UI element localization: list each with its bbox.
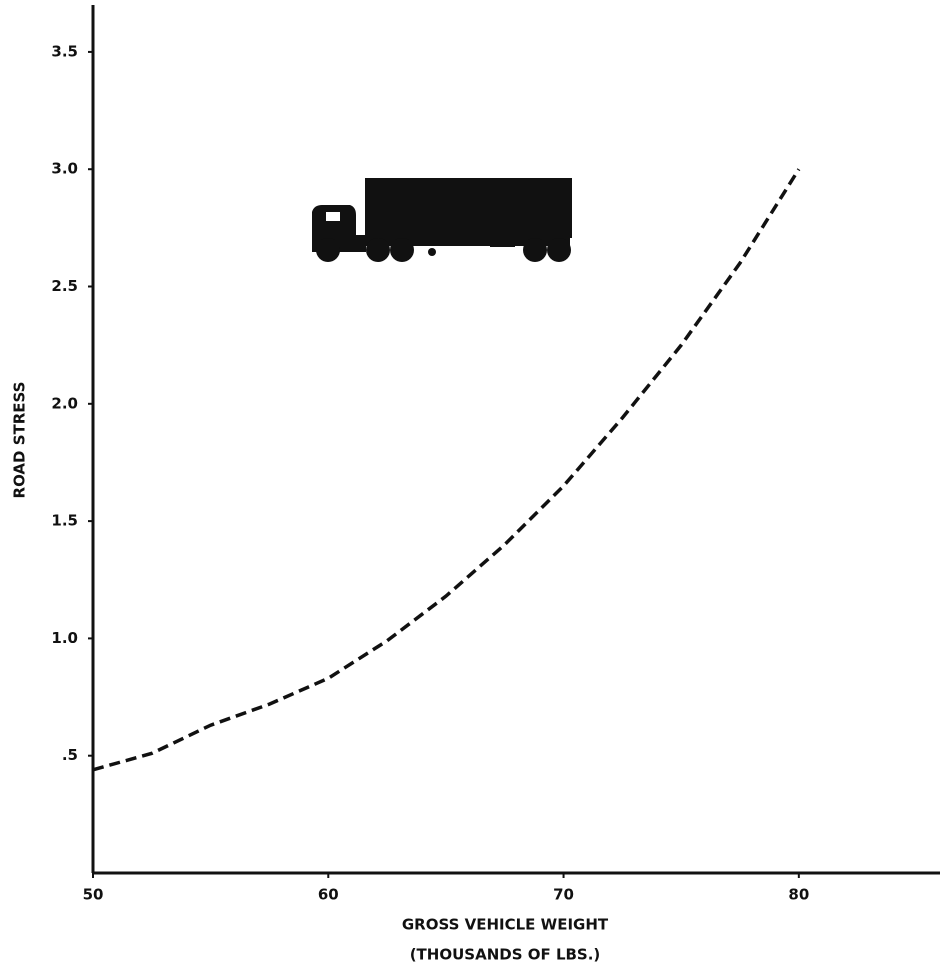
truck-wheel (390, 238, 414, 262)
y-tick-label: 3.0 (51, 160, 78, 178)
y-tick-label: 2.0 (51, 394, 78, 412)
x-tick-label: 80 (788, 886, 809, 904)
truck-window (326, 212, 340, 221)
y-axis-label: ROAD STRESS (11, 382, 29, 499)
x-tick-label: 60 (318, 886, 339, 904)
x-tick-label: 50 (83, 886, 104, 904)
truck-wheel (316, 238, 340, 262)
y-tick-label: 1.0 (51, 629, 78, 647)
truck-wheel (366, 238, 390, 262)
truck-leg (428, 248, 436, 256)
y-tick-label: .5 (62, 746, 78, 764)
x-axis-label: GROSS VEHICLE WEIGHT (402, 916, 609, 934)
truck-icon (312, 178, 572, 262)
x-axis-note: (THOUSANDS OF LBS.) (410, 946, 601, 964)
truck-wheel (523, 238, 547, 262)
data-line (92, 168, 801, 772)
y-tick-label: 1.5 (51, 512, 78, 530)
y-tick-label: 2.5 (51, 277, 78, 295)
truck-trailer (365, 178, 572, 238)
truck-tank (490, 238, 515, 247)
truck-chassis (360, 236, 570, 246)
x-tick-label: 70 (553, 886, 574, 904)
y-tick-label: 3.5 (51, 42, 78, 60)
truck-wheel (547, 238, 571, 262)
